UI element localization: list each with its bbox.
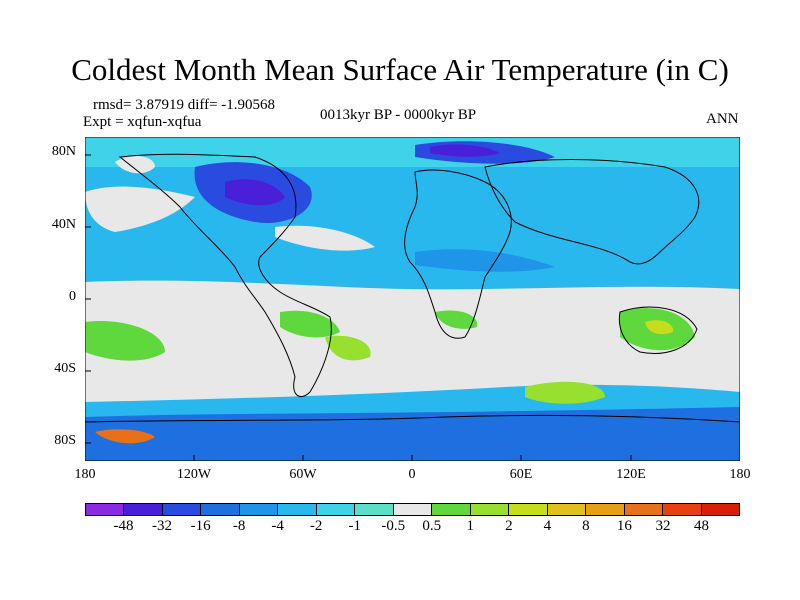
colorbar-label: 1: [466, 518, 475, 534]
field-spacific-warm: [85, 321, 165, 361]
x-tick-60w: 60W: [289, 467, 317, 482]
field-natlantic-neutral: [275, 225, 375, 251]
field-npacific-neutral: [85, 186, 195, 232]
field-mideast-cool: [415, 249, 555, 272]
x-tick-180e: 180: [729, 467, 751, 482]
field-africa-warm: [435, 310, 478, 329]
colorbar-label: 48: [693, 518, 709, 534]
colorbar-swatch: [162, 504, 202, 515]
colorbar-label: 2: [505, 518, 513, 534]
field-ross-hot: [95, 429, 155, 444]
map-title: Coldest Month Mean Surface Air Temperatu…: [71, 52, 729, 87]
x-tick-60e: 60E: [509, 467, 533, 482]
colorbar-swatch: [86, 504, 125, 515]
colorbar-label: -4: [271, 518, 284, 534]
coastlines: [85, 153, 740, 423]
y-tick-40s: 40S: [54, 361, 76, 376]
x-tick-120e: 120E: [616, 467, 646, 482]
colorbar-label: 16: [616, 518, 632, 534]
colorbar-label: 32: [655, 518, 671, 534]
field-canada-coldest: [225, 179, 285, 206]
season-label: ANN: [706, 111, 739, 127]
temperature-map: [85, 137, 740, 461]
colorbar-label: -16: [190, 518, 211, 534]
colorbar-label: -2: [309, 518, 323, 534]
field-samerica-warm: [280, 310, 340, 338]
field-tropics-neutral: [85, 274, 740, 407]
colorbar-swatch: [470, 504, 510, 515]
colorbar-swatch: [586, 504, 625, 515]
x-tick-180w: 180: [74, 467, 96, 482]
colorbar-swatch: [239, 504, 279, 515]
x-tick-0: 0: [408, 467, 416, 482]
colorbar-swatch: [624, 504, 664, 515]
colorbar-swatch: [124, 504, 163, 515]
y-tick-80n: 80N: [51, 144, 76, 159]
colorbar-label: -1: [348, 518, 361, 534]
axis-ticks: [85, 154, 632, 461]
colorbar-label: -8: [232, 518, 246, 534]
colorbar-label: 8: [582, 518, 590, 534]
field-australia-hot: [645, 320, 674, 335]
experiment-label: Expt = xqfun-xqfua: [83, 114, 202, 130]
colorbar-swatch: [201, 504, 240, 515]
colorbar-label: 0.5: [422, 518, 442, 534]
colorbar-swatch: [663, 504, 702, 515]
x-tick-120w: 120W: [176, 467, 212, 482]
colorbar-label: 4: [543, 518, 552, 534]
colorbar-swatch: [355, 504, 394, 515]
colorbar-label: -48: [113, 518, 134, 534]
y-tick-0: 0: [69, 289, 76, 304]
field-arctic-coldest: [430, 144, 500, 157]
field-arctic: [85, 137, 740, 167]
colorbar-label: -0.5: [381, 518, 406, 534]
colorbar-swatch: [432, 504, 471, 515]
colorbar-label: -32: [152, 518, 173, 534]
field-alaska-neutral: [115, 155, 155, 174]
field-antarctica-cold: [85, 407, 740, 461]
field-equatorial-cool: [85, 260, 740, 290]
colorbar: [85, 503, 740, 516]
colorbar-swatch: [278, 504, 317, 515]
y-tick-40n: 40N: [51, 217, 76, 232]
colorbar-swatch: [393, 504, 433, 515]
colorbar-swatch: [316, 504, 356, 515]
y-tick-80s: 80S: [54, 433, 76, 448]
field-antarctic-warm: [525, 381, 605, 404]
field-satlantic-warm: [325, 335, 371, 361]
colorbar-swatch: [509, 504, 548, 515]
rmsd-diff-text: rmsd= 3.87919 diff= -1.90568: [93, 97, 276, 113]
colorbar-swatch: [701, 504, 739, 515]
colorbar-swatch: [547, 504, 587, 515]
period-label: 0013kyr BP - 0000kyr BP: [320, 107, 477, 123]
